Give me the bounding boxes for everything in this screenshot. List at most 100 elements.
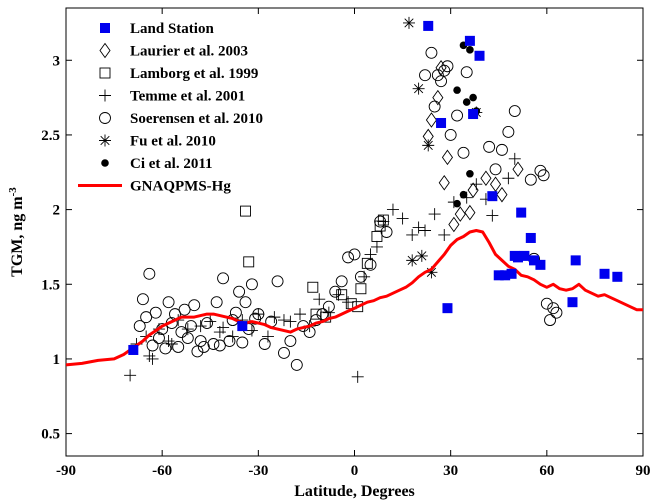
data-point xyxy=(217,272,230,285)
data-point xyxy=(550,306,563,319)
data-point xyxy=(351,370,364,383)
data-point xyxy=(352,301,364,313)
legend-item: Fu et al. 2010 xyxy=(99,134,216,150)
y-tick-label: 3 xyxy=(53,53,61,69)
data-point xyxy=(457,146,470,159)
data-point xyxy=(307,281,319,293)
data-point xyxy=(178,303,191,316)
data-point xyxy=(489,176,502,192)
data-point xyxy=(535,259,546,270)
data-point xyxy=(348,248,361,261)
data-point xyxy=(508,105,521,117)
data-point xyxy=(422,139,435,152)
data-point xyxy=(146,339,159,352)
legend-marker xyxy=(99,112,111,124)
data-point xyxy=(207,338,220,350)
data-point xyxy=(162,335,175,348)
series-0 xyxy=(128,20,623,355)
y-tick-label: 0.5 xyxy=(41,427,60,443)
x-tick-label: 90 xyxy=(636,463,651,479)
data-point xyxy=(460,66,473,79)
data-point xyxy=(415,249,428,262)
data-point xyxy=(371,231,383,242)
data-point xyxy=(435,75,447,88)
data-point xyxy=(210,296,223,309)
data-point xyxy=(425,266,438,279)
legend-item: Lamborg et al. 1999 xyxy=(99,66,258,82)
data-point xyxy=(438,228,451,241)
legend-marker xyxy=(99,134,111,147)
legend-marker xyxy=(99,89,111,102)
data-point xyxy=(172,341,185,353)
data-point xyxy=(454,206,466,222)
data-point xyxy=(612,271,623,282)
legend-item: GNAQPMS-Hg xyxy=(78,179,231,195)
data-point xyxy=(245,278,258,291)
data-point xyxy=(140,311,153,324)
legend-item: Ci et al. 2011 xyxy=(101,156,213,172)
data-point xyxy=(459,190,468,199)
data-point xyxy=(223,335,236,347)
x-axis-label: Latitude, Degrees xyxy=(294,483,415,500)
data-point xyxy=(294,308,307,321)
data-point xyxy=(143,267,156,280)
data-point xyxy=(217,321,230,334)
data-point xyxy=(468,109,479,120)
data-point xyxy=(406,228,419,241)
data-point xyxy=(124,369,137,382)
data-point xyxy=(136,293,149,306)
data-point xyxy=(441,60,454,73)
data-point xyxy=(448,216,460,233)
legend-label: Soerensen et al. 2010 xyxy=(130,111,263,127)
data-point xyxy=(249,312,262,325)
data-point xyxy=(451,109,464,122)
data-point xyxy=(252,308,265,321)
data-point xyxy=(453,86,461,94)
data-point xyxy=(419,69,431,82)
data-point xyxy=(143,349,156,362)
y-tick-label: 2.5 xyxy=(41,128,60,144)
data-point xyxy=(423,20,434,31)
y-axis-ticks: 0.5 1 1.5 2 2.5 3 xyxy=(41,53,643,443)
data-point xyxy=(500,270,511,281)
legend-label: Laurier et al. 2003 xyxy=(130,44,248,60)
data-point xyxy=(245,324,258,337)
data-point xyxy=(428,208,441,221)
legend-label: GNAQPMS-Hg xyxy=(130,179,231,195)
legend-label: Land Station xyxy=(130,21,214,37)
legend-label: Ci et al. 2011 xyxy=(130,156,213,172)
data-point xyxy=(431,69,444,82)
data-point xyxy=(466,46,474,54)
data-point xyxy=(441,149,454,166)
data-point xyxy=(406,254,419,267)
data-point xyxy=(213,326,226,339)
data-point xyxy=(322,306,335,319)
data-point xyxy=(313,293,326,306)
data-point xyxy=(243,256,255,268)
data-point xyxy=(419,224,432,237)
legend-marker xyxy=(99,67,111,79)
data-point xyxy=(175,326,188,339)
data-point xyxy=(335,275,348,288)
y-axis-label: TGM, ng m-3 xyxy=(7,187,26,277)
data-point xyxy=(233,285,246,298)
data-point xyxy=(316,308,329,321)
data-point xyxy=(444,128,457,141)
data-point xyxy=(529,255,540,266)
legend-item: Land Station xyxy=(100,21,214,37)
data-point xyxy=(489,163,502,176)
data-point xyxy=(544,314,556,327)
data-point xyxy=(181,332,194,344)
data-point xyxy=(374,215,387,228)
data-point xyxy=(290,358,303,371)
data-point xyxy=(502,172,515,185)
data-point xyxy=(133,320,146,333)
data-point xyxy=(464,35,475,46)
data-point xyxy=(329,285,342,298)
data-point xyxy=(438,64,451,77)
data-point xyxy=(512,252,523,263)
y-tick-label: 1.5 xyxy=(41,277,60,293)
data-point xyxy=(464,204,476,221)
y-axis-label-exponent: -3 xyxy=(7,187,19,197)
data-point xyxy=(435,59,447,76)
